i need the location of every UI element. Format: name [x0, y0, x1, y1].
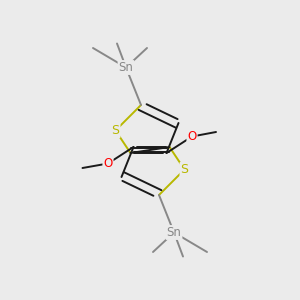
Text: O: O	[188, 130, 196, 143]
Text: S: S	[112, 124, 119, 137]
Text: Sn: Sn	[167, 226, 182, 239]
Text: O: O	[103, 157, 112, 170]
Text: S: S	[181, 163, 188, 176]
Text: Sn: Sn	[118, 61, 134, 74]
